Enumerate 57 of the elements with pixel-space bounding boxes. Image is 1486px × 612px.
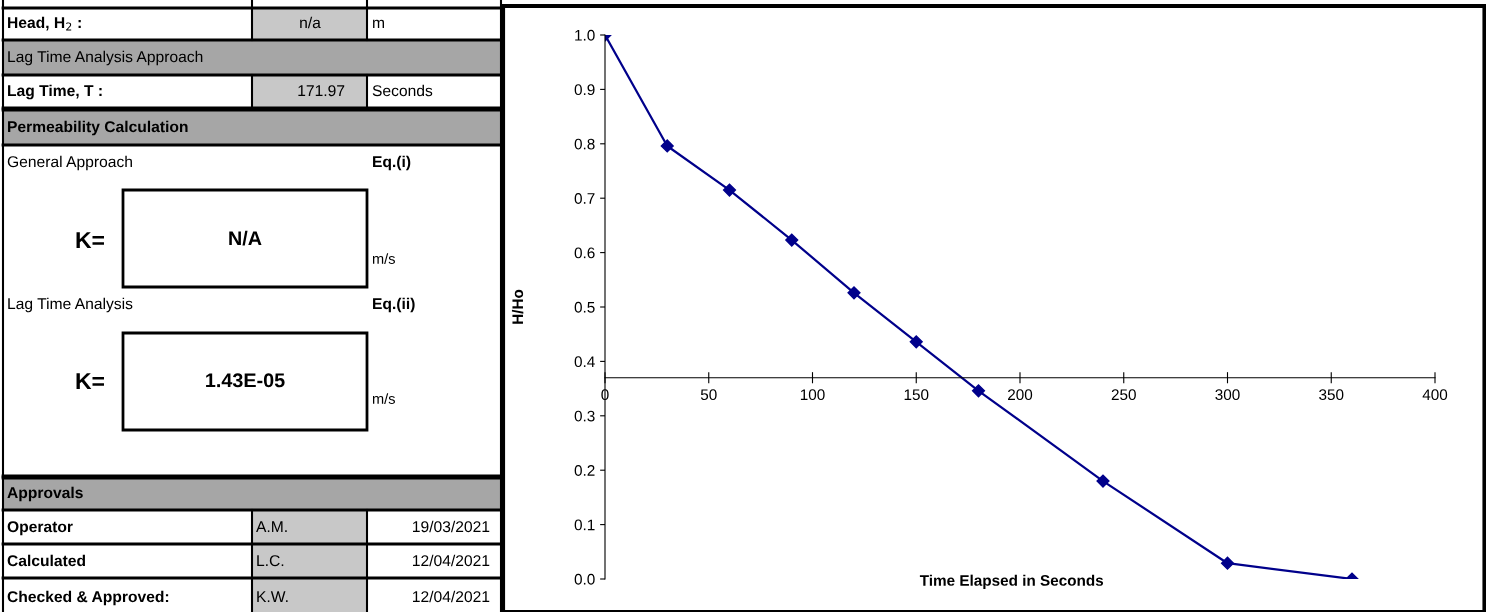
point (847, 286, 861, 300)
x-tick-label: 150 (904, 389, 929, 401)
text: n/a (300, 16, 321, 29)
text: General Approach (7, 155, 132, 171)
text: Operator (7, 521, 73, 536)
text: Calculated (7, 554, 85, 567)
y-tick-label: 0.1 (574, 519, 595, 531)
text: Head, H$_{2}$ : (8, 16, 81, 31)
text: K= (76, 373, 104, 389)
x-tick-label: 350 (1319, 389, 1344, 401)
x-tick-label: 250 (1111, 389, 1136, 401)
text: Approvals (7, 486, 83, 502)
y-tick-label: 0.7 (574, 193, 595, 204)
x-tick-label: 50 (700, 389, 717, 401)
text: Lag Time Analysis Approach (8, 50, 203, 66)
y-axis-title: H/Ho (511, 289, 524, 324)
text: m (373, 19, 384, 29)
point (909, 335, 923, 349)
text: 171.97 (298, 85, 345, 97)
x-tick-label: 100 (800, 389, 825, 401)
text: m/s (372, 393, 395, 404)
text: 12/04/2021 (413, 590, 490, 603)
text: m/s (372, 253, 395, 264)
text: Permeability Calculation (8, 120, 188, 136)
point (1220, 556, 1235, 570)
x-tick-label: 300 (1215, 389, 1240, 401)
text: Eq.(i) (373, 155, 411, 171)
text: Lag Time, T : (8, 84, 102, 100)
y-tick-label: 0.3 (574, 410, 595, 422)
y-tick-label: 0.8 (574, 138, 595, 150)
point (722, 183, 737, 197)
text: Checked & Approved: (7, 590, 169, 606)
text: N/A (229, 230, 262, 246)
x-tick-label: 200 (1008, 389, 1033, 401)
y-tick-label: 0.9 (574, 84, 595, 96)
text: K= (76, 232, 104, 248)
text: Lag Time Analysis (8, 297, 133, 313)
y-tick-label: 0.4 (574, 356, 595, 368)
point (660, 139, 674, 153)
y-tick-label: 0.5 (574, 301, 595, 313)
y-tick-label: 0.2 (574, 465, 595, 476)
y-tick-label: 0.6 (574, 247, 595, 259)
text: 12/04/2021 (413, 554, 490, 567)
x-tick-label: 400 (1422, 389, 1448, 401)
text: K.W. (257, 591, 288, 603)
text: 19/03/2021 (413, 520, 490, 533)
text: Eq.(ii) (373, 297, 415, 313)
point (785, 233, 799, 247)
point (1096, 474, 1110, 488)
text: Seconds (372, 84, 433, 97)
text: A.M. (256, 521, 287, 533)
text: L.C. (257, 555, 284, 567)
x-axis-title: Time Elapsed in Seconds (919, 574, 1104, 589)
y-tick-label: 1.0 (575, 29, 595, 41)
point (971, 384, 986, 398)
y-tick-label: 0.0 (574, 573, 595, 585)
text: 1.43E-05 (206, 373, 285, 388)
